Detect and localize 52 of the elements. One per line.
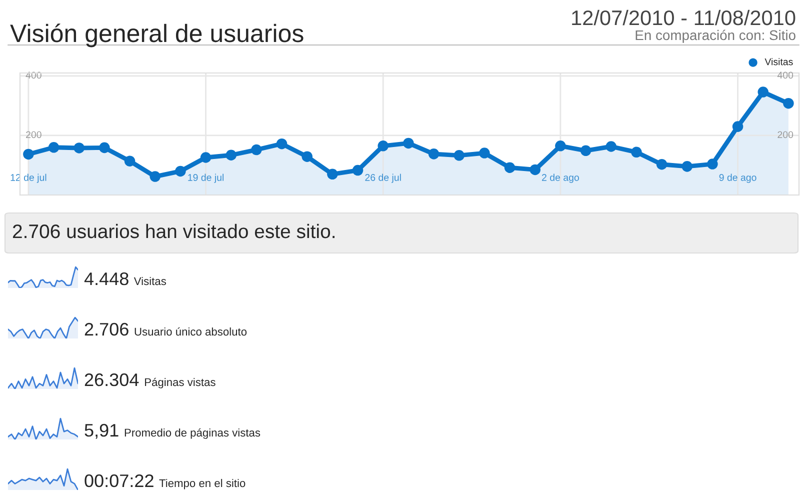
point <box>555 140 566 152</box>
point <box>403 138 414 149</box>
point <box>175 166 186 177</box>
x-tick-label: 26 de jul <box>365 174 401 183</box>
y2-tick-label: 200 <box>778 131 794 138</box>
point <box>226 150 236 161</box>
point <box>150 171 160 182</box>
text: 00:07:22 <box>84 474 154 488</box>
point <box>783 98 794 109</box>
point <box>74 142 84 154</box>
text: En comparación con: Sitio <box>636 30 796 43</box>
point <box>580 145 592 156</box>
point <box>352 164 364 176</box>
text: 26.304 <box>84 373 139 386</box>
point <box>378 140 388 152</box>
legend-label: Visitas <box>764 58 793 66</box>
point <box>302 151 312 162</box>
chart-subtitle: 12/07/2010 - 11/08/2010 <box>572 10 796 26</box>
text: Promedio de páginas vistas <box>124 428 260 439</box>
text: Páginas vistas <box>145 378 216 388</box>
point <box>327 168 338 180</box>
text: Visitas <box>134 276 166 286</box>
point <box>530 164 540 176</box>
chart-title: Visión general de usuarios <box>10 24 304 48</box>
text: Usuario único absoluto <box>134 327 247 336</box>
point <box>276 138 288 150</box>
point <box>631 146 642 158</box>
point <box>48 142 60 153</box>
point <box>99 142 110 154</box>
point <box>656 158 668 170</box>
point <box>200 152 212 163</box>
text: Tiempo en el sitio <box>159 478 246 490</box>
point <box>682 161 692 172</box>
x-tick-label: 9 de ago <box>719 174 756 183</box>
text: 5,91 <box>84 424 118 439</box>
point <box>428 148 440 160</box>
point <box>504 162 516 174</box>
x-tick-label: 2 de ago <box>542 174 579 183</box>
point <box>758 86 768 98</box>
point <box>124 156 136 166</box>
point <box>606 141 616 152</box>
point <box>23 148 34 160</box>
text: 2.706 usuarios han visitado este sitio. <box>12 224 334 238</box>
point <box>479 148 490 158</box>
point <box>454 150 464 161</box>
x-tick-label: 19 de jul <box>188 174 224 183</box>
text: 2.706 <box>84 322 128 336</box>
point <box>732 121 744 132</box>
text: 4.448 <box>84 272 128 286</box>
y2-tick-label: 400 <box>777 72 794 79</box>
point <box>251 144 262 156</box>
point <box>707 158 718 170</box>
